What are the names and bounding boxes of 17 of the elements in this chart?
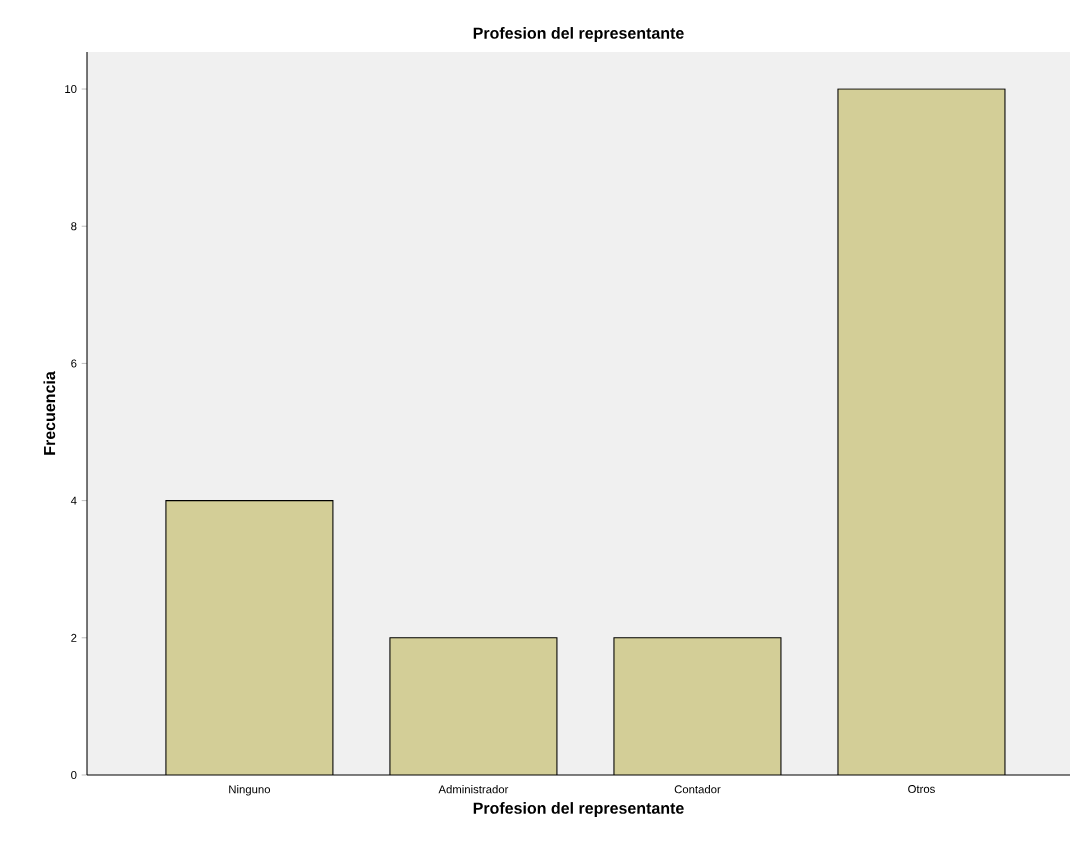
bar — [165, 500, 333, 775]
x-tick-label: Otros — [908, 785, 935, 794]
y-tick-label: 6 — [71, 359, 77, 368]
x-tick-label: Contador — [674, 785, 721, 794]
y-tick-label: 8 — [71, 222, 77, 231]
y-tick-label: 2 — [71, 633, 77, 642]
x-tick-label: Ninguno — [229, 785, 271, 796]
chart-title: Profesion del representante — [473, 27, 684, 42]
y-tick-label: 4 — [70, 496, 77, 505]
y-tick-label: 0 — [71, 770, 77, 779]
bar — [613, 637, 781, 775]
x-tick-label: Administrador — [438, 785, 509, 794]
y-tick-label: 10 — [65, 85, 77, 94]
x-axis-title: Profesion del representante — [473, 802, 684, 817]
bar — [837, 88, 1006, 775]
y-axis-title: Frecuencia — [43, 371, 56, 455]
bar — [389, 637, 557, 775]
